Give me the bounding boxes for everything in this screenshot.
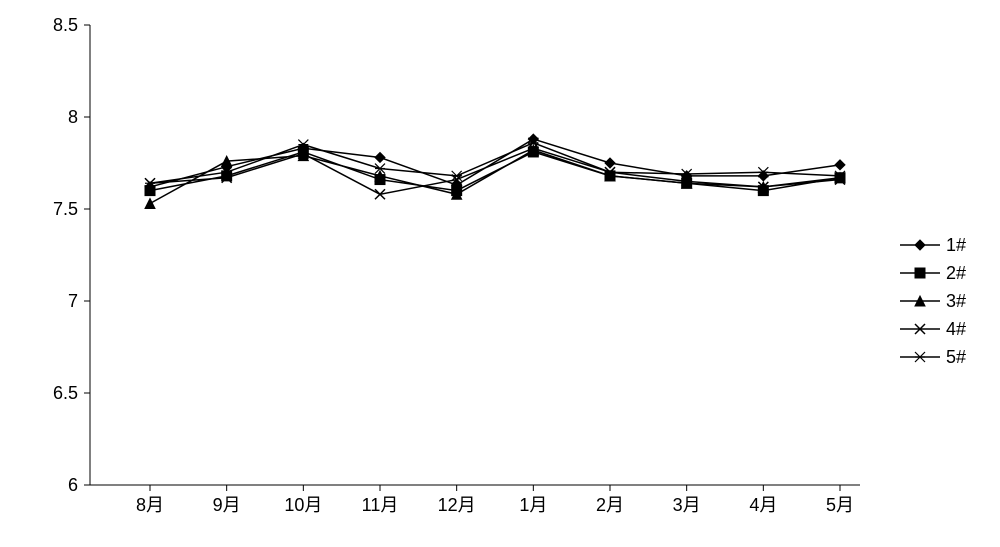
legend-label: 4# bbox=[946, 319, 966, 339]
y-tick-label: 7.5 bbox=[53, 199, 78, 219]
y-tick-label: 6.5 bbox=[53, 383, 78, 403]
x-tick-label: 1月 bbox=[519, 495, 547, 515]
legend-label: 5# bbox=[946, 347, 966, 367]
legend-label: 3# bbox=[946, 291, 966, 311]
y-tick-label: 8 bbox=[68, 107, 78, 127]
legend-label: 2# bbox=[946, 263, 966, 283]
x-tick-label: 8月 bbox=[136, 495, 164, 515]
x-tick-label: 2月 bbox=[596, 495, 624, 515]
y-tick-label: 8.5 bbox=[53, 15, 78, 35]
x-tick-label: 12月 bbox=[438, 495, 476, 515]
legend-label: 1# bbox=[946, 235, 966, 255]
series-line bbox=[150, 143, 840, 183]
x-tick-label: 10月 bbox=[284, 495, 322, 515]
series-line bbox=[150, 150, 840, 203]
line-chart: 6 6.5 7 7.5 8 8.5 8月 9月 10月 11月 12月 1月 2月 3月 4月 5月 1# 2# 3… bbox=[0, 0, 1000, 542]
x-tick-label: 5月 bbox=[826, 495, 854, 515]
chart-container: 6 6.5 7 7.5 8 8.5 8月 9月 10月 11月 12月 1月 2月 3月 4月 5月 1# 2# 3… bbox=[0, 0, 1000, 542]
y-tick-label: 7 bbox=[68, 291, 78, 311]
x-tick-label: 11月 bbox=[362, 495, 399, 515]
x-tick-label: 3月 bbox=[673, 495, 701, 515]
x-tick-label: 9月 bbox=[213, 495, 241, 515]
y-tick-label: 6 bbox=[68, 475, 78, 495]
x-tick-label: 4月 bbox=[749, 495, 777, 515]
